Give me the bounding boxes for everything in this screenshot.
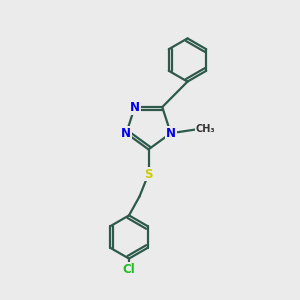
Text: CH₃: CH₃ [196, 124, 216, 134]
Text: S: S [144, 167, 153, 181]
Text: N: N [166, 127, 176, 140]
Text: N: N [121, 127, 131, 140]
Text: Cl: Cl [123, 262, 135, 276]
Text: N: N [130, 100, 140, 114]
